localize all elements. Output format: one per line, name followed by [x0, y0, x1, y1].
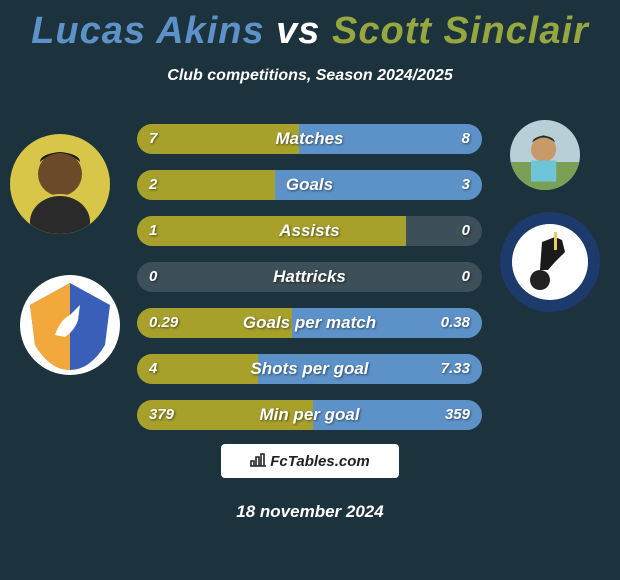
stat-label: Hattricks	[137, 262, 482, 292]
stat-value-right: 0	[462, 262, 470, 292]
stat-label: Goals per match	[137, 308, 482, 338]
stat-label: Shots per goal	[137, 354, 482, 384]
stat-value-left: 4	[149, 354, 157, 384]
page-title: Lucas Akins vs Scott Sinclair	[0, 0, 620, 53]
vs-text: vs	[276, 10, 320, 52]
player1-avatar	[10, 134, 110, 234]
stat-label: Goals	[137, 170, 482, 200]
footer-site-name: FcTables.com	[270, 453, 369, 470]
player2-name: Scott Sinclair	[332, 10, 589, 52]
stat-row: Assists1 0	[137, 216, 482, 246]
stat-row: Matches7 8	[137, 124, 482, 154]
stat-label: Matches	[137, 124, 482, 154]
stat-row: Goals2 3	[137, 170, 482, 200]
stat-row: Goals per match0.29 0.38	[137, 308, 482, 338]
club2-badge-image	[500, 212, 600, 312]
stat-label: Assists	[137, 216, 482, 246]
club1-badge-image	[20, 275, 120, 375]
stat-row: Hattricks0 0	[137, 262, 482, 292]
stat-value-left: 0	[149, 262, 157, 292]
player2-club-badge	[500, 212, 600, 312]
stat-label: Min per goal	[137, 400, 482, 430]
player1-avatar-image	[10, 134, 110, 234]
stat-value-left: 2	[149, 170, 157, 200]
chart-icon	[250, 453, 266, 470]
stat-value-right: 0.38	[441, 308, 470, 338]
footer-date: 18 november 2024	[0, 502, 620, 522]
stat-value-right: 359	[445, 400, 470, 430]
stat-value-left: 1	[149, 216, 157, 246]
stat-value-right: 7.33	[441, 354, 470, 384]
stat-value-left: 7	[149, 124, 157, 154]
player2-avatar-image	[510, 120, 580, 190]
player1-name: Lucas Akins	[31, 10, 264, 52]
footer-logo[interactable]: FcTables.com	[221, 444, 399, 478]
subtitle: Club competitions, Season 2024/2025	[0, 67, 620, 85]
player1-club-badge	[20, 275, 120, 375]
stat-value-right: 3	[462, 170, 470, 200]
stat-value-right: 0	[462, 216, 470, 246]
stats-container: Matches78Goals23Assists10Hattricks00Goal…	[137, 124, 482, 446]
player2-avatar	[510, 120, 580, 190]
stat-value-left: 379	[149, 400, 174, 430]
stat-value-right: 8	[462, 124, 470, 154]
stat-row: Min per goal379 359	[137, 400, 482, 430]
stat-value-left: 0.29	[149, 308, 178, 338]
stat-row: Shots per goal4 7.33	[137, 354, 482, 384]
